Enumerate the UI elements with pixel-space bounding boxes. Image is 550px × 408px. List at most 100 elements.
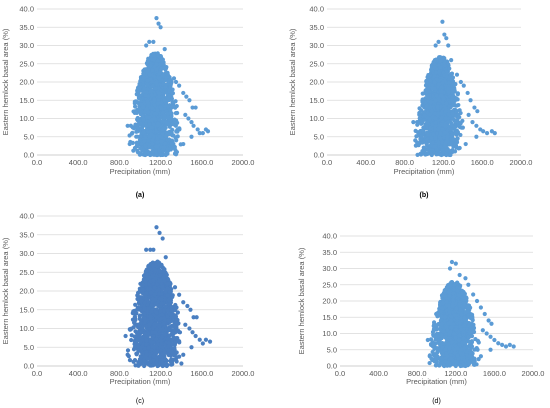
scatter-point xyxy=(167,93,172,99)
scatter-point xyxy=(170,91,176,96)
scatter-point xyxy=(442,123,448,128)
scatter-point xyxy=(443,116,449,121)
scatter-point xyxy=(149,117,154,123)
scatter-point xyxy=(149,92,155,98)
scatter-point xyxy=(171,331,176,336)
scatter-point xyxy=(427,74,432,79)
scatter-point xyxy=(424,103,429,109)
scatter-point xyxy=(432,80,437,85)
scatter-point xyxy=(139,298,144,304)
scatter-point xyxy=(172,285,178,290)
data-points xyxy=(411,19,497,158)
scatter-point xyxy=(439,89,444,94)
scatter-point xyxy=(415,122,420,127)
y-tick-label: 10.0 xyxy=(19,114,34,123)
scatter-point xyxy=(148,286,153,292)
y-tick-label: 20.0 xyxy=(322,297,337,306)
scatter-point xyxy=(171,324,176,329)
scatter-point xyxy=(169,304,174,309)
scatter-chart-4: 0.05.010.015.020.025.030.035.040.00.0 400… xyxy=(297,232,544,406)
scatter-point xyxy=(135,134,140,139)
scatter-point xyxy=(470,120,475,125)
scatter-point xyxy=(190,105,195,110)
scatter-point xyxy=(457,145,462,151)
scatter-point xyxy=(154,225,159,230)
scatter-point xyxy=(164,363,169,369)
scatter-point xyxy=(432,58,438,63)
scatter-point xyxy=(143,293,148,299)
scatter-point xyxy=(127,358,133,363)
scatter-point xyxy=(134,92,139,97)
scatter-point xyxy=(137,314,142,319)
scatter-point xyxy=(157,76,162,81)
scatter-point xyxy=(148,316,153,321)
scatter-point xyxy=(154,16,159,21)
scatter-point xyxy=(418,152,424,157)
scatter-point xyxy=(154,322,159,327)
y-tick-label: 10.0 xyxy=(322,329,337,338)
scatter-point xyxy=(200,131,205,136)
scatter-point xyxy=(168,147,173,152)
scatter-point xyxy=(420,91,425,96)
scatter-point xyxy=(177,126,182,131)
scatter-point xyxy=(173,302,178,308)
scatter-point xyxy=(179,361,184,366)
panel-caption: (a) xyxy=(136,192,145,199)
scatter-point xyxy=(195,127,200,132)
y-tick-label: 35.0 xyxy=(322,248,337,257)
scatter-point xyxy=(167,118,173,123)
scatter-point xyxy=(155,107,160,113)
scatter-point xyxy=(159,106,164,111)
scatter-point xyxy=(460,118,465,123)
scatter-point xyxy=(149,303,155,308)
scatter-point xyxy=(173,314,179,320)
y-tick-label: 30.0 xyxy=(19,249,34,258)
scatter-point xyxy=(140,287,145,292)
scatter-point xyxy=(142,334,147,339)
scatter-point xyxy=(160,58,165,63)
x-axis-label: Precipitation (mm) xyxy=(110,167,171,176)
y-tick-label: 0.0 xyxy=(314,151,324,160)
scatter-point xyxy=(189,134,194,139)
scatter-point xyxy=(149,340,154,345)
scatter-point xyxy=(435,104,440,110)
scatter-point xyxy=(150,137,155,142)
scatter-point xyxy=(159,139,164,144)
scatter-point xyxy=(150,106,155,111)
scatter-point xyxy=(131,126,137,131)
scatter-point xyxy=(452,149,458,154)
x-tick-label: 400.0 xyxy=(69,369,88,378)
scatter-point xyxy=(172,117,177,122)
scatter-point xyxy=(165,336,171,341)
scatter-point xyxy=(438,65,443,70)
scatter-point xyxy=(165,293,171,298)
scatter-point xyxy=(142,363,147,369)
y-tick-label: 5.0 xyxy=(24,343,34,352)
x-tick-label: 400.0 xyxy=(369,369,388,378)
scatter-point xyxy=(157,71,162,76)
scatter-point xyxy=(189,120,194,125)
scatter-point xyxy=(158,316,164,321)
scatter-point xyxy=(140,282,145,288)
scatter-point xyxy=(141,104,146,110)
scatter-point xyxy=(173,336,179,341)
scatter-point xyxy=(137,358,143,363)
scatter-point xyxy=(156,287,161,292)
scatter-point xyxy=(169,138,175,143)
scatter-point xyxy=(447,66,452,71)
scatter-point xyxy=(144,352,149,357)
scatter-point xyxy=(137,86,142,91)
y-tick-label: 20.0 xyxy=(19,287,34,296)
scatter-point xyxy=(460,125,465,130)
y-tick-label: 10.0 xyxy=(19,324,34,333)
scatter-point xyxy=(134,143,140,148)
scatter-point xyxy=(422,113,427,118)
scatter-point xyxy=(169,105,174,110)
scatter-point xyxy=(132,99,137,104)
x-tick-label: 0.0 xyxy=(32,369,42,378)
scatter-point xyxy=(439,115,444,120)
x-axis-label: Precipitation (mm) xyxy=(110,377,171,386)
scatter-point xyxy=(166,277,171,282)
scatter-point xyxy=(456,115,461,120)
